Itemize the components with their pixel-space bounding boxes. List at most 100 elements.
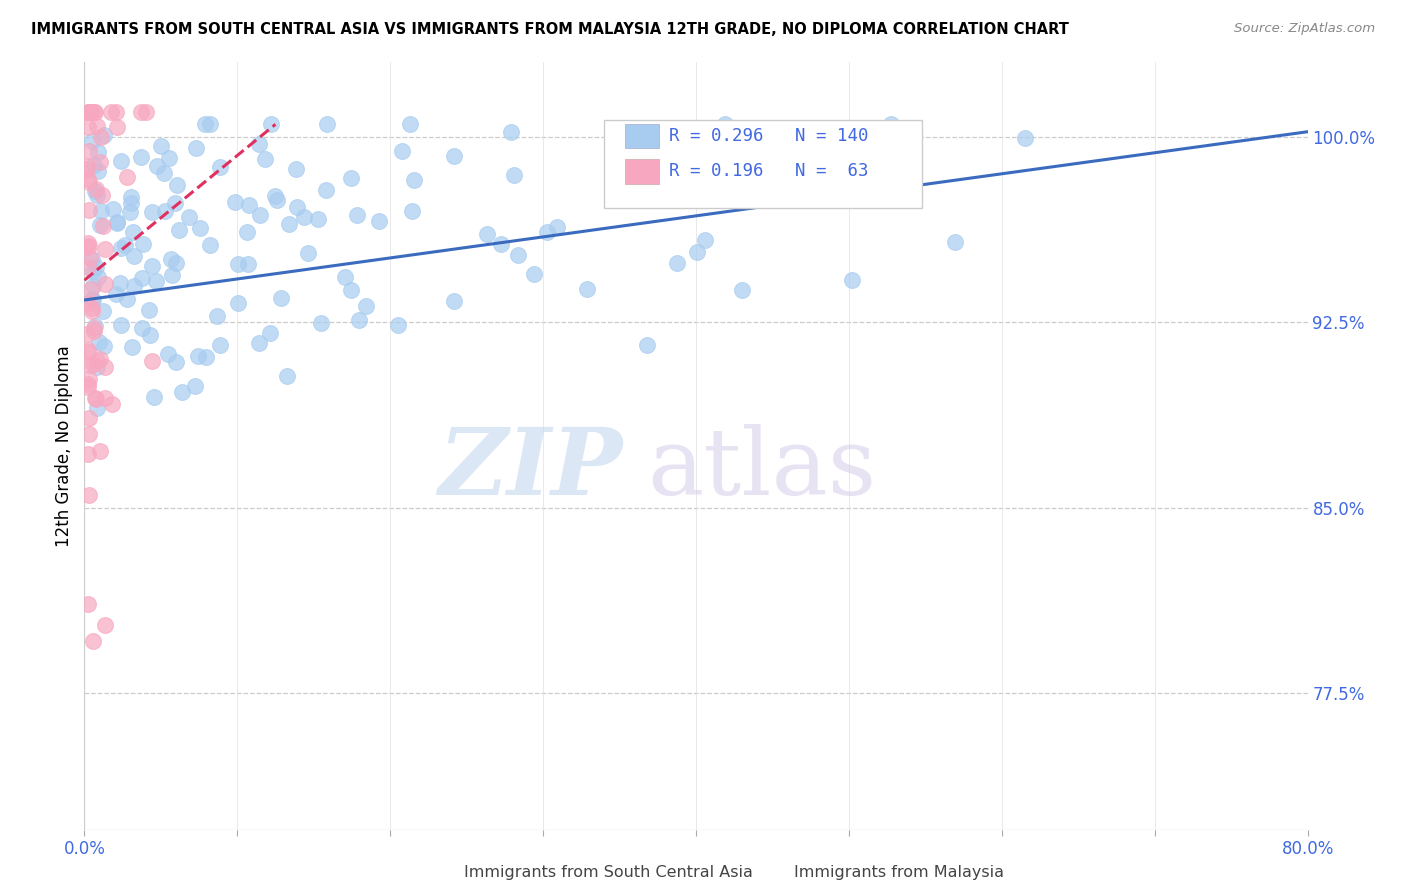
Point bbox=[77, 411, 100, 425]
Point bbox=[172, 384, 194, 399]
Point bbox=[76, 343, 98, 358]
Point bbox=[87, 334, 110, 349]
Point bbox=[120, 195, 142, 210]
Point bbox=[76, 240, 98, 254]
Text: IMMIGRANTS FROM SOUTH CENTRAL ASIA VS IMMIGRANTS FROM MALAYSIA 12TH GRADE, NO DI: IMMIGRANTS FROM SOUTH CENTRAL ASIA VS IM… bbox=[31, 22, 1069, 37]
Point bbox=[772, 124, 794, 138]
Point bbox=[475, 227, 498, 241]
Point bbox=[194, 350, 217, 364]
Point bbox=[285, 161, 308, 176]
Point bbox=[141, 354, 163, 368]
Point bbox=[264, 189, 287, 203]
Point bbox=[86, 401, 108, 416]
Point bbox=[77, 104, 100, 119]
Point bbox=[187, 349, 209, 363]
Point bbox=[820, 164, 842, 178]
Text: Immigrants from Malaysia: Immigrants from Malaysia bbox=[794, 865, 1004, 880]
Point bbox=[86, 359, 108, 374]
Point bbox=[110, 241, 132, 255]
Point bbox=[194, 117, 217, 131]
Point bbox=[198, 237, 221, 252]
Point bbox=[135, 104, 157, 119]
Point bbox=[77, 104, 100, 119]
Point bbox=[108, 276, 131, 290]
Point bbox=[129, 104, 152, 119]
Point bbox=[693, 233, 716, 247]
Point bbox=[546, 219, 568, 234]
Point bbox=[82, 357, 104, 371]
Point bbox=[91, 304, 114, 318]
Point bbox=[76, 447, 98, 461]
Point bbox=[79, 488, 101, 502]
Point bbox=[404, 173, 426, 187]
Point bbox=[165, 355, 187, 369]
Point bbox=[249, 208, 271, 222]
Point bbox=[1014, 131, 1036, 145]
Point bbox=[80, 134, 103, 148]
Point bbox=[153, 204, 176, 219]
Point bbox=[86, 187, 108, 202]
Point bbox=[346, 208, 368, 222]
Point bbox=[297, 246, 319, 260]
Point bbox=[82, 292, 104, 306]
Point bbox=[83, 184, 105, 198]
Point bbox=[307, 211, 329, 226]
Point bbox=[131, 236, 153, 251]
Point bbox=[118, 205, 141, 219]
Point bbox=[224, 194, 246, 209]
Point bbox=[82, 252, 104, 266]
Point bbox=[686, 244, 709, 259]
Point bbox=[226, 296, 249, 310]
Point bbox=[77, 597, 100, 611]
Point bbox=[236, 225, 259, 239]
Point bbox=[82, 293, 104, 307]
Point bbox=[87, 145, 110, 159]
Point bbox=[83, 158, 105, 172]
Point bbox=[110, 318, 132, 333]
Point bbox=[115, 292, 138, 306]
Point bbox=[84, 104, 107, 119]
Point bbox=[208, 338, 231, 352]
Point bbox=[93, 128, 115, 143]
Point bbox=[236, 257, 259, 271]
Point bbox=[149, 138, 172, 153]
Point bbox=[208, 160, 231, 174]
Point bbox=[94, 618, 117, 632]
Point bbox=[79, 145, 101, 159]
Point bbox=[489, 237, 512, 252]
Point bbox=[77, 379, 100, 393]
Point bbox=[266, 193, 288, 207]
Point bbox=[86, 353, 108, 368]
Point bbox=[104, 287, 127, 301]
Point bbox=[131, 321, 153, 335]
Point bbox=[160, 252, 183, 267]
Point bbox=[165, 256, 187, 270]
Point bbox=[205, 310, 228, 324]
Point bbox=[77, 236, 100, 251]
Point bbox=[536, 225, 558, 239]
Text: ZIP: ZIP bbox=[439, 424, 623, 514]
Y-axis label: 12th Grade, No Diploma: 12th Grade, No Diploma bbox=[55, 345, 73, 547]
Point bbox=[83, 392, 105, 406]
Point bbox=[851, 151, 873, 165]
Point bbox=[152, 166, 174, 180]
Point bbox=[162, 268, 184, 282]
Point bbox=[82, 633, 104, 648]
Point bbox=[82, 279, 104, 293]
Point bbox=[508, 247, 530, 261]
Point bbox=[94, 277, 117, 291]
Point bbox=[156, 347, 179, 361]
Point bbox=[167, 223, 190, 237]
Point bbox=[122, 225, 145, 239]
Point bbox=[76, 162, 98, 177]
Point bbox=[83, 104, 105, 119]
Point bbox=[77, 426, 100, 441]
Bar bbox=[433, 863, 456, 881]
Point bbox=[90, 130, 112, 145]
Point bbox=[399, 117, 422, 131]
Point bbox=[177, 210, 200, 224]
Point bbox=[143, 390, 166, 404]
Point bbox=[401, 204, 423, 219]
Point bbox=[838, 177, 860, 191]
Point bbox=[79, 358, 101, 372]
